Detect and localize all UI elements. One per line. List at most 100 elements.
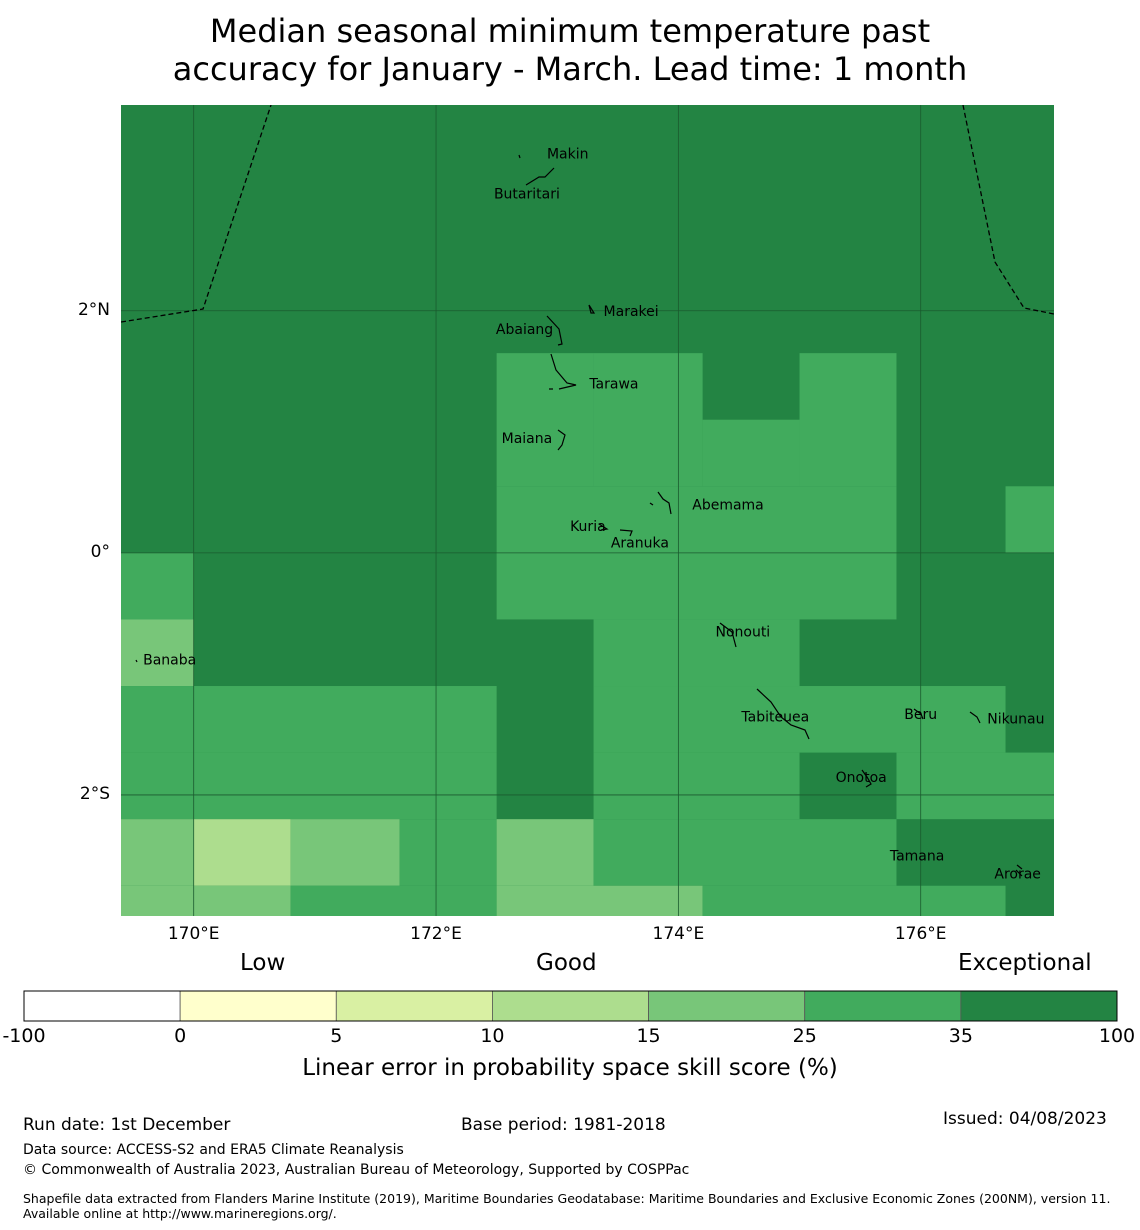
skill-cell xyxy=(121,752,497,820)
longitude-tick-label: 174°E xyxy=(652,924,705,944)
map-title: Median seasonal minimum temperature past… xyxy=(0,12,1140,88)
island-labels: Makin Butaritari Marakei Abaiang Tarawa Maian… xyxy=(143,146,1044,882)
outline-beru xyxy=(913,708,924,720)
skill-cell xyxy=(593,619,800,687)
colorbar-tick-label: 10 xyxy=(480,1025,505,1047)
outline-butaritari xyxy=(525,167,555,186)
skill-cell xyxy=(702,885,1006,916)
skill-cell xyxy=(702,419,800,487)
issued-date: Issued: 04/08/2023 xyxy=(943,1109,1107,1129)
island-label-makin: Makin xyxy=(547,146,589,162)
colorbar-segment xyxy=(23,990,181,1022)
skill-cell xyxy=(496,353,594,487)
skill-cell xyxy=(290,819,400,886)
colorbar-tick-label: 25 xyxy=(792,1025,817,1047)
skill-cell xyxy=(593,353,703,487)
longitude-tick-label: 170°E xyxy=(167,924,220,944)
colorbar-tick-label: 5 xyxy=(330,1025,343,1047)
longitude-tick-label: 172°E xyxy=(410,924,462,944)
outline-abemama xyxy=(657,491,672,515)
latitude-tick-label: 2°N xyxy=(77,299,110,320)
colorbar-segment xyxy=(648,990,806,1022)
island-label-maiana: Maiana xyxy=(502,431,553,447)
island-label-nonouti: Nonouti xyxy=(715,625,770,641)
colorbar-tick-label: 15 xyxy=(636,1025,661,1047)
island-label-tabiteuea: Tabiteuea xyxy=(740,709,809,725)
map-canvas: Makin Butaritari Marakei Abaiang Tarawa Maian… xyxy=(121,105,1054,916)
colorbar-tick-label: 100 xyxy=(1098,1025,1136,1047)
colorbar-tick-label: -100 xyxy=(2,1025,46,1047)
skill-cell xyxy=(121,885,291,916)
skill-cell xyxy=(121,619,194,687)
colorbar xyxy=(23,990,1118,1022)
graticule xyxy=(121,105,1054,916)
outline-onotoa xyxy=(861,769,872,788)
skill-cell xyxy=(399,819,497,886)
island-label-banaba: Banaba xyxy=(143,652,196,668)
outline-abaiang xyxy=(546,315,563,346)
outline-aranuka xyxy=(619,529,633,537)
outline-tamana xyxy=(1016,864,1023,870)
colorbar-label: Linear error in probability space skill … xyxy=(302,1055,838,1081)
map-panel: Makin Butaritari Marakei Abaiang Tarawa Maian… xyxy=(121,105,1054,916)
category-good: Good xyxy=(536,950,597,976)
outline-tabiteuea xyxy=(756,688,810,740)
outline-abemama-west xyxy=(649,502,654,506)
run-date: Run date: 1st December xyxy=(23,1115,231,1135)
category-exceptional: Exceptional xyxy=(958,950,1092,976)
outline-tarawa xyxy=(550,353,577,390)
island-label-tarawa: Tarawa xyxy=(588,376,638,392)
skill-cell xyxy=(496,819,594,886)
skill-cell xyxy=(121,819,194,886)
colorbar-segment xyxy=(804,990,962,1022)
island-label-abaiang: Abaiang xyxy=(496,322,553,338)
colorbar-segment xyxy=(492,990,649,1022)
colorbar-segment xyxy=(960,990,1118,1022)
colorbar-tick-label: 0 xyxy=(174,1025,187,1047)
data-source: Data source: ACCESS-S2 and ERA5 Climate … xyxy=(23,1142,404,1158)
copyright: © Commonwealth of Australia 2023, Austra… xyxy=(23,1162,690,1178)
outline-nikunau xyxy=(969,711,981,724)
island-label-arorae: Arorae xyxy=(994,867,1041,883)
island-outlines xyxy=(135,154,1023,877)
skill-cell xyxy=(121,686,497,753)
skill-cell xyxy=(1005,486,1054,553)
eez-boundary-west xyxy=(121,105,272,323)
island-label-marakei: Marakei xyxy=(604,304,659,320)
latitude-tick-label: 2°S xyxy=(79,783,110,804)
outline-arorae xyxy=(1015,869,1023,877)
shapefile-credit: Shapefile data extracted from Flanders M… xyxy=(23,1191,1111,1221)
colorbar-outline xyxy=(23,990,1118,1022)
island-label-onotoa: Onotoa xyxy=(836,770,887,786)
island-label-aranuka: Aranuka xyxy=(611,535,669,551)
skill-cell xyxy=(593,752,800,820)
outline-kuria xyxy=(598,523,609,531)
base-period: Base period: 1981-2018 xyxy=(461,1115,666,1135)
skill-cell xyxy=(290,885,497,916)
title-line-1: Median seasonal minimum temperature past xyxy=(209,12,931,50)
eez-boundary-east xyxy=(962,105,1054,315)
colorbar-tick-label: 35 xyxy=(948,1025,973,1047)
outline-nonouti xyxy=(719,622,737,648)
title-line-2: accuracy for January - March. Lead time:… xyxy=(172,50,968,88)
skill-cell xyxy=(121,552,194,620)
skill-cell xyxy=(193,819,291,886)
latitude-tick-label: 0° xyxy=(90,541,110,562)
island-label-nikunau: Nikunau xyxy=(987,712,1044,728)
island-label-tamana: Tamana xyxy=(889,848,944,864)
island-label-kuria: Kuria xyxy=(570,519,606,535)
outline-makin xyxy=(518,154,521,159)
category-low: Low xyxy=(240,950,286,976)
outline-maiana xyxy=(557,429,566,451)
skill-cell xyxy=(496,885,703,916)
skill-cell xyxy=(799,353,897,487)
skill-cell xyxy=(896,752,1054,820)
skill-cell xyxy=(593,819,897,886)
island-label-beru: Beru xyxy=(904,707,937,723)
longitude-tick-label: 176°E xyxy=(894,924,947,944)
island-label-abemama: Abemama xyxy=(692,497,764,513)
outline-marakei xyxy=(588,304,596,314)
colorbar-segment xyxy=(335,990,493,1022)
skill-cell xyxy=(593,686,1006,753)
island-label-butaritari: Butaritari xyxy=(494,187,560,203)
